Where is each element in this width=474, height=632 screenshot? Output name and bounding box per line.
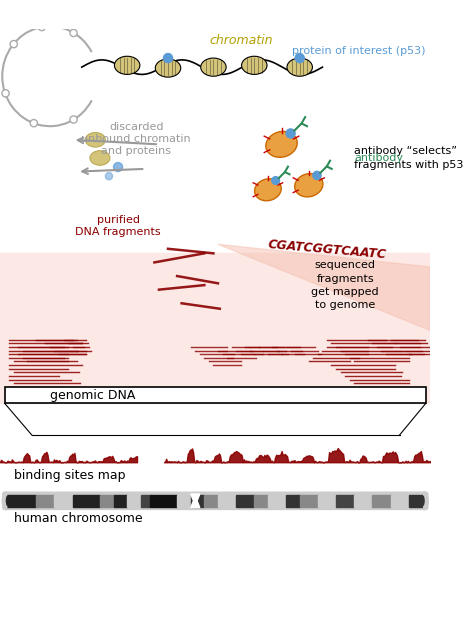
Bar (177, 495, 191, 507)
Bar (73, 495, 100, 507)
Ellipse shape (90, 150, 110, 165)
Ellipse shape (114, 56, 140, 75)
Circle shape (313, 171, 321, 179)
Text: human chromosome: human chromosome (14, 512, 142, 525)
Bar (409, 495, 426, 507)
Circle shape (286, 129, 295, 138)
Bar (0, 253, 430, 403)
Bar (114, 495, 127, 507)
Bar (150, 495, 177, 507)
Text: CGATCGGTCAATC: CGATCGGTCAATC (267, 238, 387, 261)
Bar (0, 29, 430, 303)
Ellipse shape (242, 56, 267, 75)
Bar (55, 495, 73, 507)
Circle shape (114, 162, 123, 172)
Text: antibody: antibody (354, 153, 403, 163)
Text: protein of interest (p53): protein of interest (p53) (292, 46, 426, 56)
Text: antibody “selects”
fragments with p53: antibody “selects” fragments with p53 (354, 147, 464, 169)
Bar (318, 495, 336, 507)
Bar (141, 495, 150, 507)
Circle shape (105, 173, 113, 179)
Circle shape (70, 116, 77, 123)
Text: discarded
unbound chromatin
and proteins: discarded unbound chromatin and proteins (82, 121, 191, 157)
Bar (5, 387, 426, 403)
Bar (36, 495, 55, 507)
Bar (373, 495, 391, 507)
Ellipse shape (266, 131, 297, 157)
Ellipse shape (255, 179, 281, 201)
Text: binding sites map: binding sites map (14, 468, 125, 482)
Ellipse shape (85, 133, 105, 147)
Circle shape (30, 119, 37, 127)
Circle shape (295, 54, 304, 63)
Bar (354, 495, 373, 507)
Circle shape (2, 90, 9, 97)
Ellipse shape (201, 58, 226, 76)
Text: genomic DNA: genomic DNA (50, 389, 135, 401)
Bar (236, 495, 254, 507)
Bar (268, 495, 286, 507)
Text: chromatin: chromatin (209, 35, 273, 47)
Circle shape (164, 54, 173, 63)
Bar (336, 495, 354, 507)
Ellipse shape (287, 58, 312, 76)
Bar (218, 495, 236, 507)
Ellipse shape (295, 174, 323, 197)
Bar (204, 495, 218, 507)
Bar (391, 495, 409, 507)
Circle shape (38, 23, 46, 31)
Ellipse shape (155, 59, 181, 77)
FancyBboxPatch shape (3, 492, 428, 509)
Circle shape (272, 176, 280, 185)
Bar (254, 495, 268, 507)
Bar (127, 495, 141, 507)
Circle shape (70, 29, 77, 37)
Circle shape (10, 40, 18, 48)
Polygon shape (191, 494, 200, 507)
Polygon shape (218, 244, 430, 331)
Bar (300, 495, 318, 507)
Text: purified
DNA fragments: purified DNA fragments (75, 215, 161, 237)
Bar (191, 495, 204, 507)
Bar (286, 495, 300, 507)
Text: sequenced
fragments
get mapped
to genome: sequenced fragments get mapped to genome (311, 260, 379, 310)
Bar (5, 495, 36, 507)
Bar (100, 495, 114, 507)
